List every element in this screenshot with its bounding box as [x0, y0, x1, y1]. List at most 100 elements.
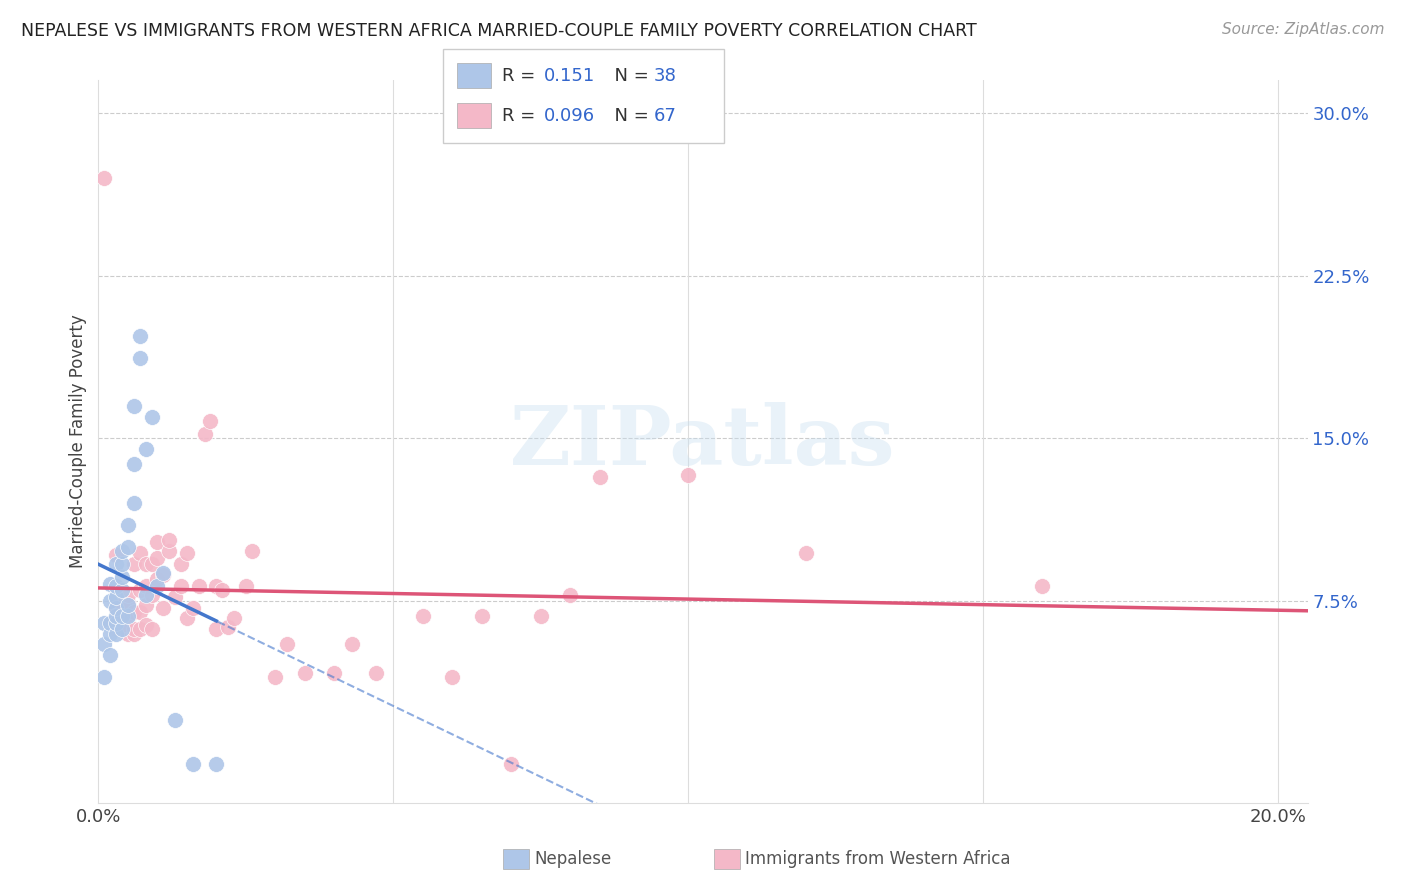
Point [165, 714, 187, 728]
Point [205, 622, 228, 636]
Point [560, 587, 582, 601]
Point [205, 756, 228, 771]
Point [117, 596, 139, 610]
Point [205, 579, 228, 593]
Point [105, 615, 128, 630]
Point [93, 615, 115, 630]
Point [105, 600, 128, 615]
Point [117, 599, 139, 613]
Point [93, 637, 115, 651]
Point [211, 583, 233, 598]
Point [1031, 579, 1053, 593]
Point [678, 468, 700, 483]
Point [128, 583, 150, 598]
Point [412, 609, 434, 624]
Text: 0.151: 0.151 [544, 67, 595, 85]
Point [98, 626, 121, 640]
Point [135, 587, 157, 601]
Point [98, 615, 121, 630]
Point [194, 426, 217, 441]
Point [294, 665, 316, 680]
Point [122, 622, 145, 636]
Point [141, 587, 163, 601]
Point [152, 600, 174, 615]
Point [187, 579, 209, 593]
Point [117, 609, 139, 624]
Point [111, 599, 134, 613]
Point [170, 557, 193, 571]
Point [135, 442, 157, 457]
Point [122, 557, 145, 571]
Text: 38: 38 [654, 67, 676, 85]
Point [146, 550, 169, 565]
Point [111, 609, 134, 624]
Point [264, 670, 287, 684]
Point [141, 622, 163, 636]
Point [111, 557, 134, 571]
Text: Source: ZipAtlas.com: Source: ZipAtlas.com [1222, 22, 1385, 37]
Point [135, 618, 157, 632]
Point [98, 648, 121, 663]
Point [111, 570, 134, 584]
Point [200, 414, 222, 428]
Point [530, 609, 553, 624]
Text: R =: R = [502, 67, 541, 85]
Point [141, 557, 163, 571]
Point [93, 670, 115, 684]
Point [146, 579, 169, 593]
Point [122, 458, 145, 472]
Point [141, 409, 163, 424]
Point [122, 605, 145, 619]
Point [181, 600, 204, 615]
Point [128, 546, 150, 560]
Point [128, 329, 150, 343]
Point [323, 665, 346, 680]
Point [276, 637, 298, 651]
Point [105, 609, 128, 624]
Point [240, 544, 263, 558]
Point [135, 599, 157, 613]
Point [441, 670, 464, 684]
Point [364, 665, 387, 680]
Point [117, 618, 139, 632]
Point [128, 605, 150, 619]
Text: 0.096: 0.096 [544, 107, 595, 125]
Text: NEPALESE VS IMMIGRANTS FROM WESTERN AFRICA MARRIED-COUPLE FAMILY POVERTY CORRELA: NEPALESE VS IMMIGRANTS FROM WESTERN AFRI… [21, 22, 977, 40]
Point [98, 594, 121, 608]
Point [157, 544, 180, 558]
Point [152, 568, 174, 582]
Text: 67: 67 [654, 107, 676, 125]
Point [111, 544, 134, 558]
Point [105, 549, 128, 563]
Point [122, 626, 145, 640]
Point [93, 170, 115, 185]
Point [146, 535, 169, 549]
Text: Nepalese: Nepalese [534, 850, 612, 868]
Point [176, 546, 198, 560]
Point [105, 622, 128, 636]
Point [111, 609, 134, 624]
Point [135, 579, 157, 593]
Point [471, 609, 494, 624]
Point [501, 756, 523, 771]
Point [222, 611, 245, 625]
Point [340, 637, 363, 651]
Y-axis label: Married-Couple Family Poverty: Married-Couple Family Poverty [69, 315, 87, 568]
Point [117, 626, 139, 640]
Point [98, 576, 121, 591]
Text: N =: N = [603, 67, 655, 85]
Point [105, 557, 128, 571]
Text: Immigrants from Western Africa: Immigrants from Western Africa [745, 850, 1011, 868]
Point [105, 600, 128, 615]
Text: R =: R = [502, 107, 541, 125]
Point [589, 470, 612, 484]
Point [122, 399, 145, 413]
Point [117, 609, 139, 624]
Point [111, 622, 134, 636]
Text: N =: N = [603, 107, 655, 125]
Point [128, 351, 150, 365]
Point [181, 756, 204, 771]
Point [105, 590, 128, 604]
Point [105, 626, 128, 640]
Point [170, 579, 193, 593]
